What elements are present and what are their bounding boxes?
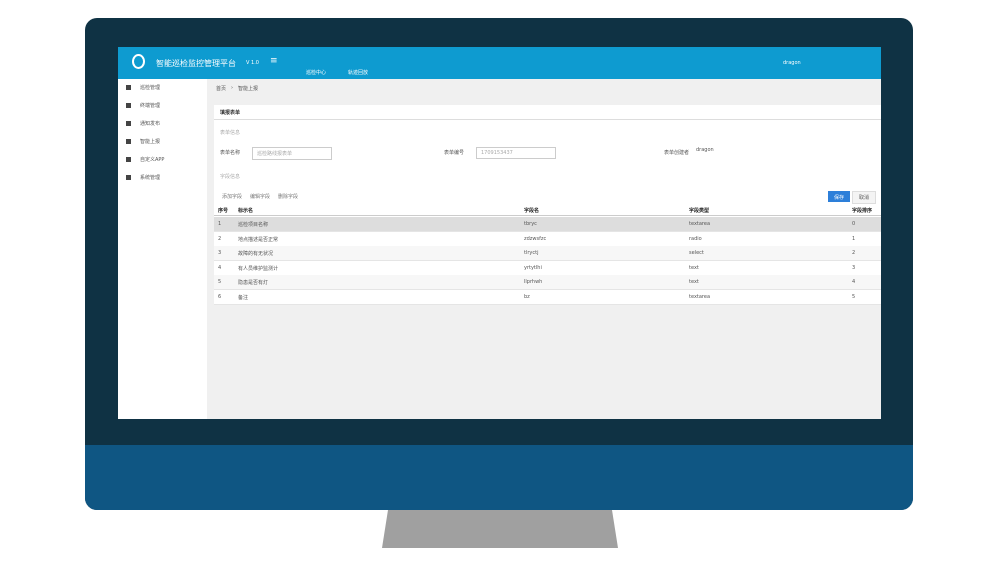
menu-item[interactable]: 通知发布 (140, 121, 161, 127)
table-cell: 2 (852, 250, 856, 256)
table-cell: 1 (852, 235, 856, 242)
menu-item[interactable]: 系统管理 (140, 175, 161, 181)
table-cell: textarea (689, 293, 711, 300)
table-cell: 5 (218, 279, 222, 285)
column-header: 字段名 (524, 208, 540, 214)
table-row[interactable]: 3 故障的有无状况 tlryctj select 2 (214, 246, 881, 261)
table-row[interactable]: 1 巡检项目名称 tbryc textarea 0 (214, 217, 881, 232)
menu-item[interactable]: 智能上报 (140, 139, 161, 145)
table-cell: 隐患是否有灯 (238, 280, 269, 286)
table-cell: 4 (218, 264, 222, 271)
save-button[interactable]: 保存 (828, 191, 850, 202)
field-label: 表单名称 (220, 150, 241, 156)
user-name[interactable]: dragon (783, 60, 801, 66)
table-cell: 故障的有无状况 (238, 251, 274, 257)
column-header: 序号 (218, 208, 229, 214)
sidebar: 巡检管理终端管理通知发布智能上报自定义APP 系统管理 (118, 79, 207, 419)
menu-icon (126, 121, 131, 126)
table-cell: zdzwsfzc (524, 235, 547, 242)
field-value: dragon (696, 147, 714, 153)
field-value[interactable]: 巡检路线报表单 (252, 147, 332, 160)
table-cell: text (689, 279, 699, 285)
table-row[interactable]: 5 隐患是否有灯 llprhwh text 4 (214, 275, 881, 290)
section-title: 表单信息 (220, 130, 241, 136)
table-row[interactable]: 6 备注 bz textarea 5 (214, 289, 881, 305)
table-cell: 6 (218, 293, 222, 300)
column-header: 字段排序 (852, 208, 873, 214)
table-cell: llprhwh (524, 279, 543, 285)
top-bar: 智能巡检监控管理平台 V 1.0 ≡ 巡检中心 轨迹回放 dragon (118, 47, 881, 79)
action-link[interactable]: 添加字段 (222, 194, 243, 200)
menu-icon (126, 103, 131, 108)
breadcrumb[interactable]: 首页 (216, 86, 227, 92)
table-cell: text (689, 264, 699, 271)
table-cell: bz (524, 293, 530, 300)
column-header: 字段类型 (689, 208, 710, 214)
cancel-button[interactable]: 取消 (852, 191, 876, 204)
table-cell: 巡检项目名称 (238, 222, 269, 228)
table-row[interactable]: 4 有人员维护监测计 yrtytlhi text 3 (214, 260, 881, 276)
panel: 填报表单 表单信息 字段信息 保存 取消 表单名称 巡检路线报表单 表单编号 1709… (214, 105, 881, 305)
table-cell: 有人员维护监测计 (238, 265, 279, 272)
field-label: 表单创建者 (664, 150, 690, 156)
menu-icon (126, 175, 131, 180)
table-row[interactable]: 2 地点描述是否正常 zdzwsfzc radio 1 (214, 231, 881, 247)
table-cell: 4 (852, 279, 856, 285)
menu-icon (126, 139, 131, 144)
nav-item[interactable]: 巡检中心 (306, 70, 327, 76)
table-cell: 地点描述是否正常 (238, 236, 279, 243)
field-value[interactable]: 1709153437 (476, 147, 556, 159)
table-cell: 0 (852, 221, 856, 227)
menu-item[interactable]: 巡检管理 (140, 85, 161, 91)
monitor-chin (85, 445, 913, 510)
table-cell: yrtytlhi (524, 264, 542, 271)
breadcrumb: 智能上报 (238, 86, 259, 92)
table-cell: 3 (218, 250, 222, 256)
action-link[interactable]: 删除字段 (278, 194, 299, 200)
logo (132, 54, 145, 69)
table-cell: select (689, 250, 704, 256)
menu-item[interactable]: 终端管理 (140, 103, 161, 109)
panel-title: 填报表单 (220, 110, 241, 116)
table-cell: tlryctj (524, 250, 539, 256)
app-title: 智能巡检监控管理平台 (156, 59, 236, 68)
table-header: 序号 标示名 字段名 字段类型 字段排序 (214, 205, 881, 216)
table-cell: 2 (218, 235, 222, 242)
table-cell: 5 (852, 293, 856, 300)
table-cell: 3 (852, 264, 856, 271)
table-cell: textarea (689, 221, 711, 227)
table-cell: radio (689, 235, 702, 242)
menu-item[interactable]: 自定义APP (140, 157, 165, 163)
menu-icon (126, 157, 131, 162)
version: V 1.0 (246, 60, 259, 66)
table-cell: 备注 (238, 294, 249, 301)
table-cell: tbryc (524, 221, 537, 227)
screen: 智能巡检监控管理平台 V 1.0 ≡ 巡检中心 轨迹回放 dragon 巡检管理… (118, 47, 881, 419)
nav-item[interactable]: 轨迹回放 (348, 70, 369, 76)
column-header: 标示名 (238, 208, 254, 214)
action-link[interactable]: 编辑字段 (250, 194, 271, 200)
menu-icon (126, 85, 131, 90)
menu-icon[interactable]: ≡ (270, 56, 278, 66)
table-cell: 1 (218, 221, 222, 227)
section-title: 字段信息 (220, 174, 241, 180)
field-label: 表单编号 (444, 150, 465, 156)
